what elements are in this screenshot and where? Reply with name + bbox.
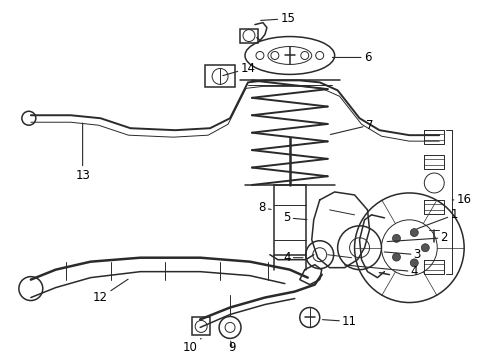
- Circle shape: [392, 234, 400, 242]
- Circle shape: [410, 259, 418, 267]
- Text: 11: 11: [322, 315, 357, 328]
- Bar: [240, 28, 258, 42]
- Text: 10: 10: [183, 338, 201, 354]
- Circle shape: [421, 244, 429, 252]
- Text: 3: 3: [384, 248, 421, 261]
- Text: 7: 7: [330, 119, 373, 135]
- Text: 5: 5: [283, 211, 307, 224]
- Text: 15: 15: [261, 12, 295, 25]
- Text: 14: 14: [223, 62, 255, 76]
- Text: 6: 6: [332, 51, 371, 64]
- Circle shape: [410, 229, 418, 237]
- Text: 9: 9: [228, 341, 236, 354]
- Text: 2: 2: [387, 231, 448, 244]
- Text: 8: 8: [258, 201, 271, 215]
- Text: 12: 12: [93, 279, 128, 304]
- Text: 4: 4: [344, 265, 418, 278]
- Bar: [205, 66, 235, 87]
- Text: 1: 1: [417, 208, 458, 229]
- Bar: [274, 185, 306, 255]
- Text: 4: 4: [283, 251, 303, 264]
- Text: 13: 13: [75, 123, 90, 181]
- Bar: [192, 318, 210, 336]
- Circle shape: [392, 253, 400, 261]
- Text: 16: 16: [452, 193, 472, 206]
